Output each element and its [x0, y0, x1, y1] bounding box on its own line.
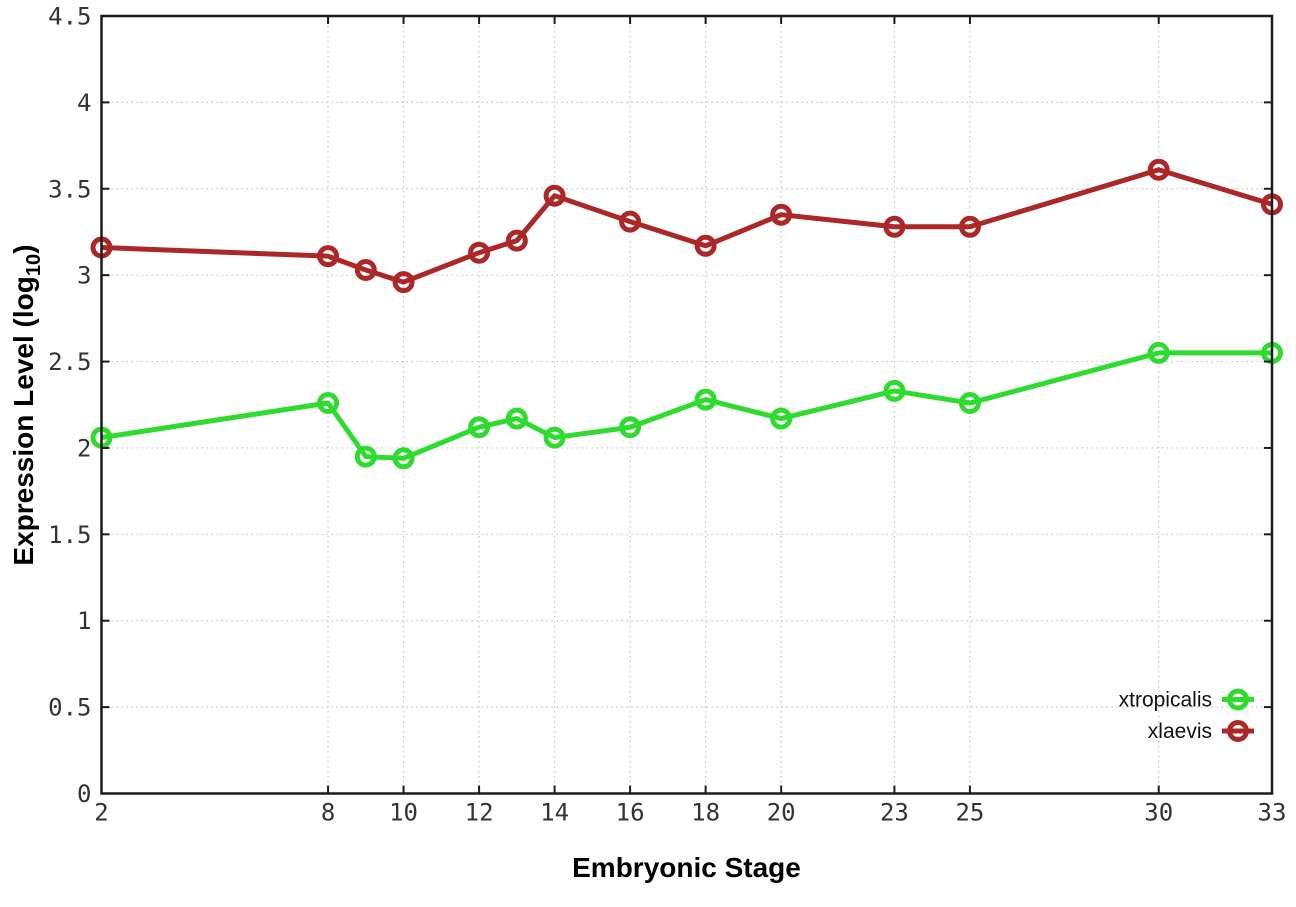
marker-xtropicalis-stage-20: [770, 407, 793, 430]
marker-xtropicalis-stage-8: [317, 392, 340, 415]
legend-entry-xtropicalis: xtropicalis: [1119, 688, 1254, 712]
x-tick-label: 23: [880, 799, 909, 827]
y-tick-label: 4.5: [48, 3, 91, 31]
x-tick-label: 20: [767, 799, 796, 827]
marker-xtropicalis-stage-18: [694, 388, 717, 411]
y-axis-title-text: Expression Level (log: [8, 276, 40, 566]
marker-xlaevis-stage-18: [694, 234, 717, 257]
grid: [101, 16, 1272, 794]
marker-xlaevis-stage-12: [468, 241, 491, 264]
marker-xlaevis-stage-13: [505, 229, 528, 252]
x-tick-label: 8: [321, 799, 335, 827]
x-axis-title: Embryonic Stage: [572, 852, 801, 883]
series-line-xtropicalis: [101, 350, 1272, 461]
y-tick-label: 3: [77, 262, 91, 290]
marker-xtropicalis-stage-14: [543, 426, 566, 449]
marker-xlaevis-stage-23: [883, 215, 906, 238]
plot-border: [100, 14, 1274, 795]
y-tick-label: 2: [77, 434, 91, 462]
y-tick-label: 0: [77, 780, 91, 808]
marker-xlaevis-stage-14: [543, 184, 566, 207]
legend-marker-xlaevis: [1227, 720, 1249, 742]
marker-xtropicalis-stage-30: [1147, 341, 1170, 364]
marker-xlaevis-stage-20: [770, 203, 793, 226]
marker-xlaevis-stage-10: [392, 271, 415, 294]
x-tick-label: 25: [955, 799, 984, 827]
legend-label-xlaevis: xlaevis: [1148, 720, 1212, 743]
x-tick-label: 12: [465, 799, 494, 827]
marker-xlaevis-stage-16: [619, 210, 642, 233]
y-axis-title-close: ): [8, 244, 40, 254]
y-tick-label: 1.5: [48, 521, 91, 549]
y-tick-label: 4: [77, 89, 91, 117]
y-tick-label: 1: [77, 607, 91, 635]
axis-ticks: [100, 15, 1273, 795]
x-tick-label: 10: [389, 799, 418, 827]
marker-xtropicalis-stage-9: [354, 445, 377, 468]
marker-xtropicalis-stage-25: [958, 392, 981, 415]
marker-xlaevis-stage-8: [317, 245, 340, 268]
y-axis-title: Expression Level (log10): [8, 244, 46, 565]
y-axis-title-subscript: 10: [22, 253, 45, 277]
marker-xlaevis-stage-25: [958, 215, 981, 238]
legend-marker-xtropicalis: [1227, 688, 1249, 711]
x-tick-label: 16: [616, 799, 645, 827]
legend: xtropicalis xlaevis: [1119, 688, 1254, 743]
series-xtropicalis: [90, 341, 1283, 470]
marker-xlaevis-stage-30: [1147, 158, 1170, 181]
x-tick-label: 18: [691, 799, 720, 827]
x-tick-label: 30: [1144, 799, 1173, 827]
tick-labels: 2 8 10 12 14 16 18 20 23 25 30 33 0 0.5 1 1.5 2 2.5 3 3.5 4 4…: [48, 3, 1286, 827]
marker-xtropicalis-stage-16: [619, 416, 642, 439]
marker-xtropicalis-stage-12: [468, 416, 491, 439]
y-tick-label: 0.5: [48, 694, 91, 722]
legend-entry-xlaevis: xlaevis: [1148, 720, 1254, 743]
x-tick-label: 2: [94, 799, 108, 827]
marker-xtropicalis-stage-23: [883, 379, 906, 402]
marker-xtropicalis-stage-13: [505, 407, 528, 430]
y-tick-label: 3.5: [48, 175, 91, 203]
series-xlaevis: [90, 158, 1283, 294]
marker-xtropicalis-stage-10: [392, 447, 415, 470]
legend-label-xtropicalis: xtropicalis: [1119, 689, 1212, 712]
series-line-xlaevis: [101, 167, 1273, 285]
y-tick-label: 2.5: [48, 348, 91, 376]
x-tick-label: 33: [1258, 799, 1287, 827]
x-tick-label: 14: [540, 799, 569, 827]
marker-xlaevis-stage-9: [354, 258, 377, 281]
